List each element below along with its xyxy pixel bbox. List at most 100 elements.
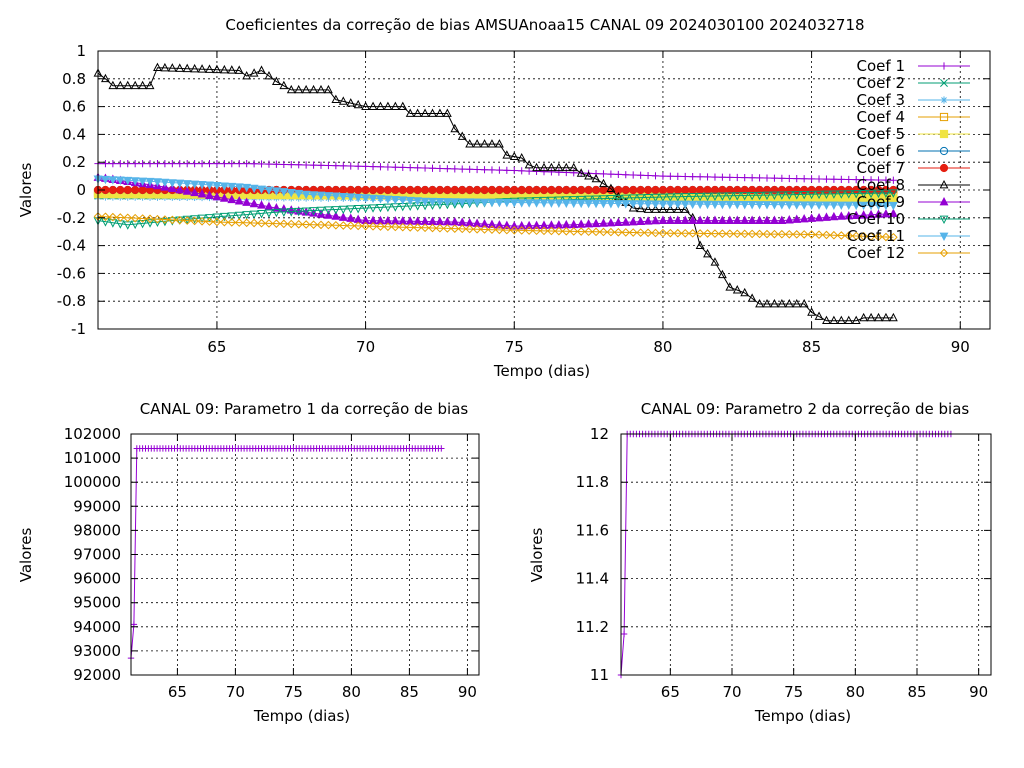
- data-point: [316, 206, 326, 216]
- data-point: [717, 215, 727, 224]
- data-point: [614, 170, 622, 179]
- data-point: [346, 205, 356, 214]
- data-point: [732, 229, 742, 239]
- data-point: [101, 218, 110, 227]
- data-point: [540, 168, 548, 176]
- data-point: [599, 192, 608, 201]
- data-point: [302, 161, 310, 169]
- data-point: [331, 185, 340, 195]
- data-point: [205, 159, 214, 168]
- data-point: [561, 162, 571, 172]
- data-point: [242, 183, 252, 193]
- data-point: [636, 200, 646, 209]
- x-tick-label: 90: [969, 683, 988, 701]
- legend-label: Coef 10: [847, 210, 905, 228]
- data-point: [651, 204, 660, 213]
- data-point: [249, 198, 259, 208]
- data-point: [249, 184, 259, 194]
- x-tick-label: 65: [207, 338, 226, 356]
- data-point: [851, 231, 861, 241]
- data-point: [874, 232, 883, 242]
- data-point: [792, 230, 802, 239]
- legend-item: Coef 5: [857, 125, 970, 143]
- data-point: [443, 165, 451, 173]
- legend-item: Coef 10: [847, 210, 970, 228]
- data-point: [398, 185, 407, 195]
- legend-marker: [939, 196, 949, 206]
- data-point: [197, 216, 207, 226]
- data-point: [866, 201, 876, 211]
- parameter-1-chart: CANAL 09: Parametro 1 da correção de bia…: [17, 400, 480, 725]
- y-tick-label: 11.8: [576, 473, 609, 491]
- data-point: [777, 201, 787, 210]
- data-point: [888, 312, 898, 322]
- data-point: [584, 185, 593, 195]
- data-point: [227, 194, 237, 204]
- data-point: [480, 225, 489, 234]
- data-point: [547, 220, 556, 229]
- data-point: [391, 222, 400, 232]
- data-point: [212, 217, 222, 227]
- legend-label: Coef 2: [857, 74, 905, 92]
- data-point: [242, 197, 252, 206]
- data-point: [234, 65, 244, 74]
- data-point: [643, 216, 653, 225]
- data-point: [755, 201, 764, 210]
- data-point: [473, 165, 481, 174]
- x-tick-label: 75: [505, 338, 524, 356]
- data-point: [763, 174, 771, 182]
- data-point: [762, 229, 772, 239]
- data-point: [153, 62, 162, 72]
- legend-marker: [939, 129, 949, 139]
- data-point: [822, 201, 831, 210]
- y-tick-label: 95000: [73, 594, 121, 612]
- data-point: [138, 219, 148, 229]
- data-point: [651, 228, 660, 238]
- data-point: [368, 204, 378, 213]
- grid: [621, 434, 991, 675]
- data-point: [398, 196, 408, 205]
- data-point: [859, 189, 869, 199]
- data-point: [591, 227, 601, 237]
- data-point: [711, 173, 719, 181]
- data-point: [182, 216, 192, 225]
- data-point: [338, 96, 348, 105]
- legend-label: Coef 8: [857, 176, 905, 194]
- data-point: [703, 229, 712, 238]
- data-point: [280, 160, 288, 169]
- data-point: [368, 194, 378, 204]
- data-point: [554, 185, 563, 195]
- data-point: [362, 162, 370, 170]
- data-point: [509, 151, 519, 161]
- data-point: [101, 175, 110, 185]
- data-point: [228, 159, 236, 168]
- ticks: -1 -0.8 -0.6 -0.4 -0.2 0 0.2 0.4 0.6 0.8 1 65 70 75 80…: [57, 42, 990, 356]
- legend-item: Coef 4: [857, 108, 970, 126]
- data-point: [569, 162, 579, 172]
- data-point: [717, 192, 727, 201]
- data-point: [822, 190, 831, 200]
- data-point: [153, 159, 162, 168]
- data-point: [287, 161, 295, 169]
- data-point: [576, 168, 586, 177]
- data-point: [220, 159, 228, 168]
- data-point: [301, 190, 311, 200]
- data-point: [807, 307, 817, 316]
- data-point: [822, 175, 831, 183]
- data-point: [680, 204, 690, 213]
- legend-label: Coef 5: [857, 125, 905, 143]
- data-point: [547, 226, 556, 236]
- data-point: [346, 221, 356, 231]
- data-point: [450, 198, 460, 207]
- data-point: [532, 167, 541, 175]
- data-point: [376, 101, 385, 110]
- data-point: [532, 226, 541, 236]
- data-point: [584, 199, 594, 209]
- data-point: [205, 214, 214, 223]
- data-point: [681, 172, 689, 181]
- data-point: [777, 215, 787, 224]
- data-point: [717, 269, 727, 279]
- x-axis-label: Tempo (dias): [754, 707, 851, 725]
- data-point: [339, 185, 348, 195]
- data-point: [190, 180, 200, 190]
